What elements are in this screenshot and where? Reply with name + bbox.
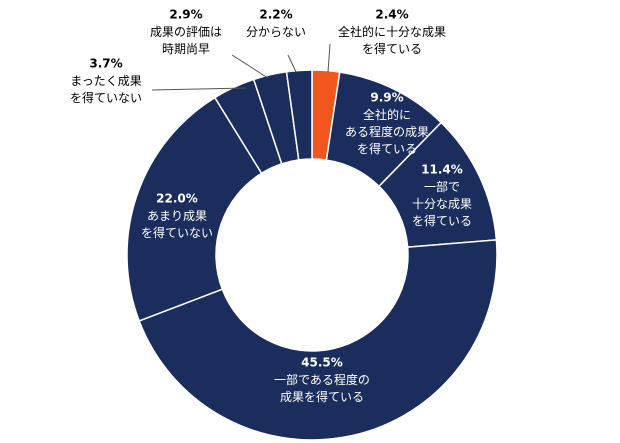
- label-line: 全社的に: [363, 107, 411, 122]
- label-line: を得ていない: [141, 225, 213, 240]
- category-label: 一部である程度の成果を得ている: [274, 372, 370, 404]
- leader-line: [287, 54, 297, 73]
- value-label: 9.9%: [370, 91, 403, 105]
- label-line: 時期尚早: [162, 42, 210, 56]
- category-label: 全社的に十分な成果を得ている: [338, 24, 446, 56]
- value-label: 45.5%: [301, 356, 343, 370]
- value-label: 2.9%: [169, 8, 202, 22]
- label-line: 一部である程度の: [274, 372, 370, 387]
- value-label: 22.0%: [156, 192, 198, 206]
- category-label: 分からない: [246, 25, 306, 39]
- label-line: 成果の評価は: [150, 24, 222, 39]
- label-line: まったく成果: [70, 74, 142, 88]
- label-line: を得ている: [412, 213, 472, 228]
- label-line: ある程度の成果: [345, 124, 429, 139]
- value-label: 3.7%: [89, 57, 122, 71]
- leader-line: [151, 87, 247, 91]
- category-label: まったく成果を得ていない: [70, 74, 142, 105]
- donut-segment: [138, 239, 498, 441]
- value-label: 11.4%: [421, 163, 463, 177]
- label-line: を得ていない: [70, 90, 142, 105]
- value-label: 2.4%: [375, 8, 408, 22]
- category-label: 全社的にある程度の成果を得ている: [345, 107, 429, 156]
- label-line: 成果を得ている: [280, 389, 364, 404]
- category-label: 成果の評価は時期尚早: [150, 24, 222, 56]
- label-line: 分からない: [246, 25, 306, 39]
- label-line: 一部で: [424, 179, 460, 194]
- label-line: を得ている: [357, 141, 417, 156]
- donut-segment: [126, 96, 263, 322]
- label-line: 十分な成果: [412, 197, 472, 211]
- leader-line: [327, 43, 331, 73]
- label-line: 全社的に十分な成果: [338, 24, 446, 39]
- category-label: 一部で十分な成果を得ている: [412, 179, 472, 228]
- leader-line: [231, 54, 269, 79]
- value-label: 2.2%: [259, 8, 292, 22]
- category-label: あまり成果を得ていない: [141, 209, 213, 240]
- label-line: あまり成果: [147, 209, 207, 223]
- label-line: を得ている: [362, 41, 422, 56]
